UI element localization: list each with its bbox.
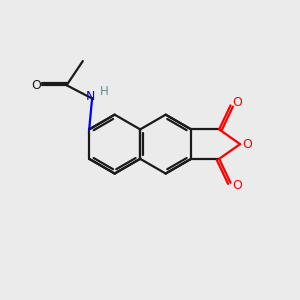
Text: N: N [86, 91, 95, 103]
Text: H: H [100, 85, 109, 98]
Text: O: O [232, 179, 242, 192]
Text: O: O [232, 96, 242, 109]
Text: O: O [31, 79, 41, 92]
Text: O: O [242, 138, 252, 151]
